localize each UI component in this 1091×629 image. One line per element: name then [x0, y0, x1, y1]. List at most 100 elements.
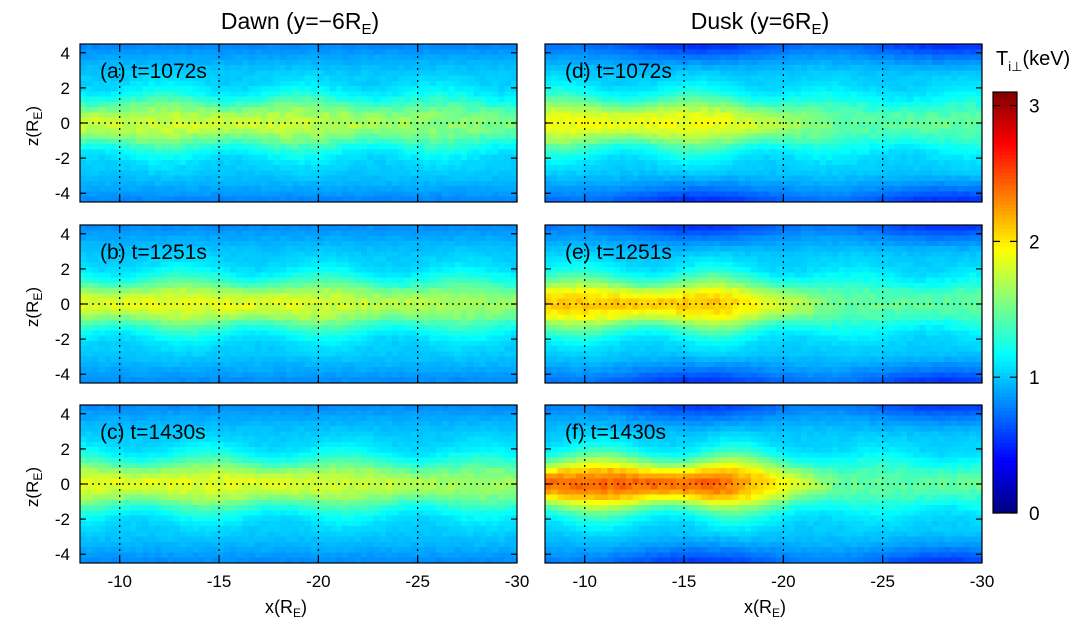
heat-cell: [460, 65, 468, 71]
ytick-label: 0: [61, 295, 70, 314]
heat-cell: [173, 314, 181, 321]
heat-cell: [329, 117, 337, 124]
heat-cell: [317, 340, 325, 347]
heat-cell: [242, 191, 250, 198]
heat-cell: [136, 468, 144, 475]
heat-cell: [292, 361, 300, 368]
heat-cell: [286, 298, 293, 305]
heat-cell: [304, 107, 312, 114]
heat-cell: [373, 144, 381, 150]
heat-cell: [442, 159, 449, 166]
heat-cell: [317, 54, 325, 61]
heat-cell: [211, 526, 218, 532]
heat-cell: [161, 314, 168, 321]
heat-cell: [86, 431, 94, 438]
heat-cell: [104, 478, 112, 485]
heat-cell: [310, 59, 318, 66]
heat-cell: [98, 170, 106, 177]
heat-cell: [261, 59, 268, 66]
heat-cell: [92, 277, 100, 284]
heat-cell: [198, 325, 206, 331]
heat-cell: [367, 319, 375, 326]
heat-cell: [80, 54, 87, 61]
heat-cell: [360, 96, 368, 103]
heat-cell: [167, 484, 175, 490]
heat-cell: [154, 191, 162, 198]
heat-cell: [136, 180, 144, 187]
heat-cell: [342, 240, 350, 247]
heat-cell: [410, 293, 418, 300]
heat-cell: [360, 361, 368, 368]
heat-cell: [80, 510, 87, 517]
heat-cell: [498, 186, 506, 193]
heat-cell: [142, 123, 150, 129]
heat-cell: [123, 478, 131, 485]
heat-cell: [348, 235, 356, 242]
heat-cell: [204, 377, 212, 384]
heat-cell: [204, 325, 212, 331]
heat-cell: [117, 91, 125, 98]
heat-cell: [317, 225, 325, 231]
heat-cell: [179, 457, 187, 464]
heat-cell: [279, 49, 287, 56]
heat-cell: [173, 367, 181, 374]
heat-cell: [123, 277, 131, 284]
heat-cell: [510, 159, 518, 166]
heat-cell: [273, 330, 281, 337]
heat-cell: [111, 154, 119, 161]
heat-cell: [80, 256, 87, 263]
heat-cell: [279, 117, 287, 124]
heat-cell: [142, 405, 150, 411]
heat-cell: [217, 431, 225, 438]
heat-cell: [173, 441, 181, 448]
heat-cell: [498, 256, 506, 263]
heat-cell: [329, 86, 337, 92]
heat-cell: [104, 80, 112, 87]
heat-cell: [304, 367, 312, 374]
heat-cell: [504, 251, 512, 258]
heat-cell: [211, 484, 218, 490]
heat-cell: [223, 325, 231, 331]
heat-cell: [173, 96, 181, 103]
heat-cell: [273, 91, 281, 98]
heat-cell: [161, 293, 168, 300]
heat-cell: [104, 86, 112, 92]
heat-cell: [148, 54, 156, 61]
heat-cell: [142, 133, 150, 140]
heat-cell: [142, 128, 150, 135]
heat-cell: [404, 335, 412, 342]
heat-cell: [111, 246, 119, 252]
heat-cell: [467, 180, 474, 187]
heat-cell: [186, 96, 193, 103]
heat-cell: [286, 96, 293, 103]
heat-cell: [142, 420, 150, 427]
heat-cell: [98, 335, 106, 342]
heat-cell: [298, 361, 306, 368]
heat-cell: [473, 246, 481, 252]
heat-cell: [454, 272, 462, 279]
heat-cell: [348, 298, 356, 305]
heat-cell: [261, 133, 268, 140]
heat-cell: [192, 346, 200, 352]
heat-cell: [492, 356, 499, 363]
heat-cell: [236, 96, 243, 103]
heat-cell: [254, 309, 262, 316]
heat-cell: [148, 452, 156, 459]
heat-cell: [161, 367, 168, 374]
heat-cell: [186, 489, 193, 496]
heat-cell: [117, 420, 125, 427]
heat-cell: [279, 86, 287, 92]
heat-cell: [242, 230, 250, 237]
heat-cell: [142, 230, 150, 237]
heat-cell: [467, 175, 474, 182]
heat-cell: [329, 144, 337, 150]
heat-cell: [348, 293, 356, 300]
heat-cell: [161, 452, 168, 459]
heat-cell: [286, 117, 293, 124]
heat-cell: [211, 175, 218, 182]
heat-cell: [367, 117, 375, 124]
heat-cell: [273, 133, 281, 140]
heat-cell: [186, 175, 193, 182]
heat-cell: [398, 340, 406, 347]
heat-cell: [479, 186, 487, 193]
